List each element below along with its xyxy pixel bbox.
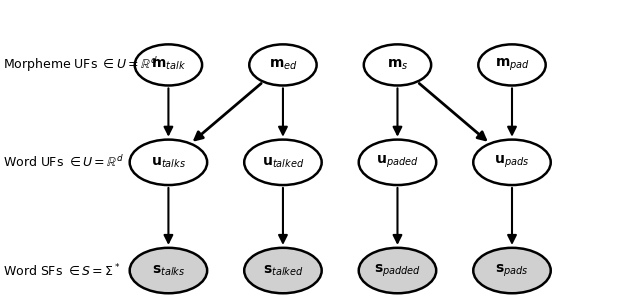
Text: $\mathbf{u}_{paded}$: $\mathbf{u}_{paded}$ — [376, 154, 419, 171]
Ellipse shape — [473, 248, 551, 293]
Ellipse shape — [130, 140, 207, 185]
Text: $\mathbf{m}_{ed}$: $\mathbf{m}_{ed}$ — [269, 58, 298, 72]
Ellipse shape — [244, 248, 322, 293]
Ellipse shape — [473, 140, 551, 185]
Ellipse shape — [135, 44, 202, 85]
Ellipse shape — [359, 140, 436, 185]
Text: Morpheme UFs $\in U = \mathbb{R}^d$: Morpheme UFs $\in U = \mathbb{R}^d$ — [3, 55, 158, 74]
Text: $\mathbf{u}_{talked}$: $\mathbf{u}_{talked}$ — [262, 155, 304, 169]
Text: $\mathbf{m}_{talk}$: $\mathbf{m}_{talk}$ — [151, 58, 186, 72]
Ellipse shape — [244, 140, 322, 185]
Text: Word SFs $\in S = \Sigma^*$: Word SFs $\in S = \Sigma^*$ — [3, 262, 121, 279]
Text: $\mathbf{m}_{pad}$: $\mathbf{m}_{pad}$ — [495, 57, 529, 73]
Ellipse shape — [130, 248, 207, 293]
Text: $\mathbf{u}_{talks}$: $\mathbf{u}_{talks}$ — [151, 155, 186, 169]
Ellipse shape — [364, 44, 431, 85]
Ellipse shape — [478, 44, 546, 85]
Text: Word UFs $\in U = \mathbb{R}^d$: Word UFs $\in U = \mathbb{R}^d$ — [3, 154, 124, 170]
Text: $\mathbf{u}_{pads}$: $\mathbf{u}_{pads}$ — [495, 154, 529, 171]
Text: $\mathbf{m}_{s}$: $\mathbf{m}_{s}$ — [387, 58, 408, 72]
Ellipse shape — [359, 248, 436, 293]
Ellipse shape — [249, 44, 317, 85]
Text: $\mathbf{s}_{pads}$: $\mathbf{s}_{pads}$ — [495, 262, 529, 279]
Text: $\mathbf{s}_{talked}$: $\mathbf{s}_{talked}$ — [262, 263, 303, 278]
Text: $\mathbf{s}_{talks}$: $\mathbf{s}_{talks}$ — [152, 263, 185, 278]
Text: $\mathbf{s}_{padded}$: $\mathbf{s}_{padded}$ — [374, 262, 421, 279]
